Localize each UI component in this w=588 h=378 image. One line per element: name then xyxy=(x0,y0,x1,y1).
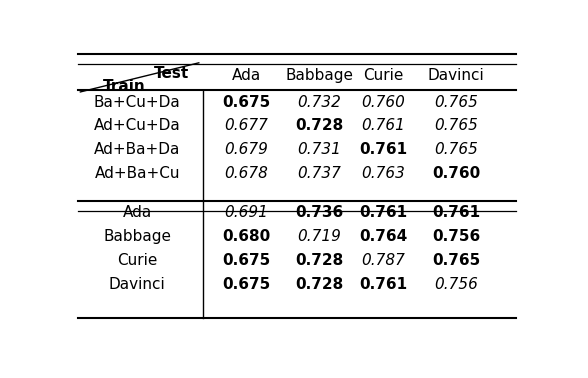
Text: 0.728: 0.728 xyxy=(295,277,344,292)
Text: 0.787: 0.787 xyxy=(362,253,405,268)
Text: 0.719: 0.719 xyxy=(298,229,342,244)
Text: 0.765: 0.765 xyxy=(435,143,478,157)
Text: 0.728: 0.728 xyxy=(295,253,344,268)
Text: 0.760: 0.760 xyxy=(432,166,480,181)
Text: 0.728: 0.728 xyxy=(295,118,344,133)
Text: 0.756: 0.756 xyxy=(435,277,478,292)
Text: 0.678: 0.678 xyxy=(225,166,269,181)
Text: 0.756: 0.756 xyxy=(432,229,480,244)
Text: 0.763: 0.763 xyxy=(362,166,405,181)
Text: 0.765: 0.765 xyxy=(432,253,480,268)
Text: 0.760: 0.760 xyxy=(362,94,405,110)
Text: 0.731: 0.731 xyxy=(298,143,342,157)
Text: 0.761: 0.761 xyxy=(359,143,407,157)
Text: 0.680: 0.680 xyxy=(222,229,271,244)
Text: 0.737: 0.737 xyxy=(298,166,342,181)
Text: 0.764: 0.764 xyxy=(359,229,407,244)
Text: Ada: Ada xyxy=(123,205,152,220)
Text: Babbage: Babbage xyxy=(286,68,353,84)
Text: Ada: Ada xyxy=(232,68,261,84)
Text: Babbage: Babbage xyxy=(103,229,171,244)
Text: 0.691: 0.691 xyxy=(225,205,269,220)
Text: Ad+Cu+Da: Ad+Cu+Da xyxy=(94,118,181,133)
Text: Ad+Ba+Da: Ad+Ba+Da xyxy=(94,143,181,157)
Text: Curie: Curie xyxy=(117,253,158,268)
Text: 0.732: 0.732 xyxy=(298,94,342,110)
Text: Davinci: Davinci xyxy=(428,68,485,84)
Text: 0.675: 0.675 xyxy=(222,94,271,110)
Text: Ba+Cu+Da: Ba+Cu+Da xyxy=(94,94,181,110)
Text: 0.765: 0.765 xyxy=(435,94,478,110)
Text: 0.761: 0.761 xyxy=(432,205,480,220)
Text: Test: Test xyxy=(154,66,189,81)
Text: 0.679: 0.679 xyxy=(225,143,269,157)
Text: 0.675: 0.675 xyxy=(222,277,271,292)
Text: 0.677: 0.677 xyxy=(225,118,269,133)
Text: Davinci: Davinci xyxy=(109,277,166,292)
Text: Curie: Curie xyxy=(363,68,403,84)
Text: 0.761: 0.761 xyxy=(359,205,407,220)
Text: 0.736: 0.736 xyxy=(295,205,344,220)
Text: Ad+Ba+Cu: Ad+Ba+Cu xyxy=(95,166,180,181)
Text: 0.761: 0.761 xyxy=(362,118,405,133)
Text: 0.761: 0.761 xyxy=(359,277,407,292)
Text: 0.675: 0.675 xyxy=(222,253,271,268)
Text: Train: Train xyxy=(103,79,146,94)
Text: 0.765: 0.765 xyxy=(435,118,478,133)
